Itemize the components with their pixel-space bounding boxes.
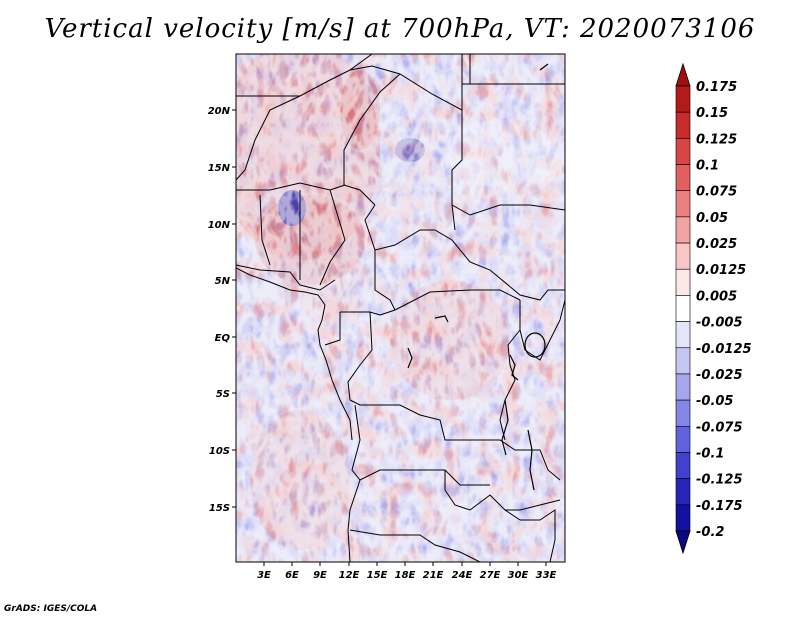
colorbar-swatch	[675, 295, 691, 322]
country-boundaries	[236, 54, 565, 562]
colorbar-swatch	[675, 321, 691, 349]
lat-label: 15N	[208, 163, 231, 174]
lat-label: 10N	[208, 220, 231, 231]
colorbar-level-label: -0.175	[696, 499, 743, 514]
colorbar-swatch	[675, 85, 691, 113]
software-credit: GrADS: IGES/COLA	[4, 604, 98, 614]
lon-label: 3E	[257, 570, 271, 581]
lat-label: 10S	[209, 446, 230, 457]
lat-label: 5N	[215, 276, 231, 287]
colorbar-swatch	[675, 268, 691, 296]
colorbar-swatch	[675, 373, 691, 401]
colorbar-level-label: -0.025	[696, 368, 743, 383]
lat-label: 20N	[208, 106, 231, 117]
colorbar-swatch	[675, 452, 691, 479]
colorbar-level-label: 0.005	[696, 289, 737, 304]
lat-label: 15S	[209, 503, 230, 514]
lon-label: 9E	[313, 570, 327, 581]
colorbar-swatch	[675, 478, 691, 506]
colorbar-swatch	[675, 425, 691, 453]
colorbar-level-label: -0.005	[696, 316, 743, 331]
lon-label: 27E	[480, 570, 501, 581]
latitude-axis: 20N 15N 10N 5N EQ 5S 10S 15S	[208, 106, 236, 514]
colorbar-level-label: 0.025	[696, 237, 737, 252]
colorbar-level-label: 0.1	[696, 159, 719, 174]
colorbar-arrow-top	[675, 62, 691, 87]
colorbar-level-label: 0.075	[696, 185, 737, 200]
plot-frame	[235, 53, 566, 563]
colorbar-level-label: -0.1	[696, 446, 724, 461]
colorbar-swatch	[675, 164, 691, 192]
lon-label: 33E	[536, 570, 557, 581]
colorbar-level-label: 0.175	[696, 80, 737, 95]
colorbar-swatch	[675, 399, 691, 427]
colorbar-swatch	[675, 111, 691, 139]
colorbar-swatch	[675, 242, 691, 270]
colorbar-level-label: 0.125	[696, 132, 737, 147]
lon-label: 12E	[339, 570, 360, 581]
lon-label: 30E	[508, 570, 529, 581]
lon-label: 21E	[423, 570, 444, 581]
colorbar-level-label: -0.125	[696, 473, 743, 488]
lon-label: 6E	[285, 570, 299, 581]
colorbar-arrow-bottom	[675, 530, 691, 555]
lon-label: 15E	[367, 570, 388, 581]
colorbar-level-label: -0.075	[696, 420, 743, 435]
lat-label: 5S	[216, 389, 230, 400]
map-title: Vertical velocity [m/s] at 700hPa, VT: 2…	[44, 14, 756, 44]
colorbar-swatch	[675, 216, 691, 244]
colorbar-level-label: -0.2	[696, 525, 724, 540]
colorbar-level-label: 0.15	[696, 106, 728, 121]
colorbar: 0.175 0.15 0.125 0.1 0.075 0.05 0.025 0.0125 0.0…	[675, 62, 752, 555]
lon-label: 24E	[452, 570, 473, 581]
colorbar-swatch	[675, 347, 691, 375]
colorbar-level-label: -0.0125	[696, 342, 752, 357]
lat-label: EQ	[215, 333, 231, 344]
colorbar-level-label: 0.05	[696, 211, 728, 226]
vertical-velocity-field	[236, 54, 565, 562]
lon-label: 18E	[395, 570, 416, 581]
colorbar-level-label: 0.0125	[696, 263, 746, 278]
colorbar-swatch	[675, 504, 691, 532]
colorbar-level-label: -0.05	[696, 394, 733, 409]
colorbar-swatch	[675, 190, 691, 218]
colorbar-swatch	[675, 138, 691, 165]
longitude-axis: 3E 6E 9E 12E 15E 18E 21E 24E 27E 30E 33E	[257, 562, 557, 581]
